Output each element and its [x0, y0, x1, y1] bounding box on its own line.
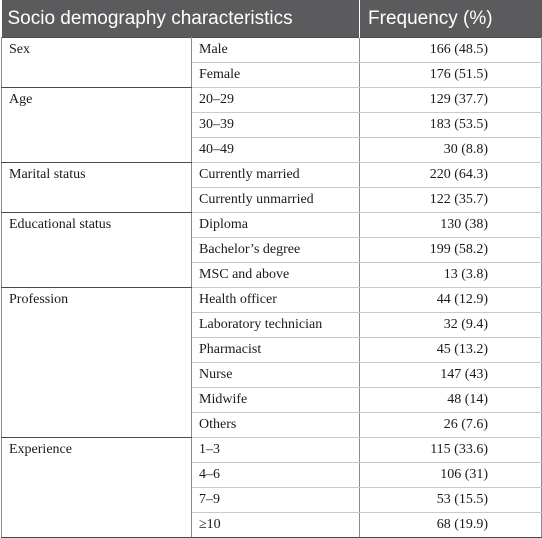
frequency-cell: 13 (3.8)	[359, 262, 542, 288]
header-frequency: Frequency (%)	[359, 0, 542, 38]
subcategory-cell: Laboratory technician	[190, 312, 361, 338]
category-cell: Educational status	[1, 212, 192, 288]
subcategory-cell: Currently unmarried	[190, 187, 361, 213]
subcategory-cell: MSC and above	[190, 262, 361, 288]
subcategory-cell: Midwife	[190, 387, 361, 413]
table-row: Age 20–29 129 (37.7)	[1, 87, 542, 163]
frequency-cell: 220 (64.3)	[359, 162, 542, 188]
subcategory-cell: Female	[190, 62, 361, 88]
table-row: Profession Health officer 44 (12.9)	[1, 287, 542, 438]
frequency-cell: 130 (38)	[359, 212, 542, 238]
table-row: Female 176 (51.5)	[2, 62, 542, 88]
table-body: Sex Male 166 (48.5) Female 176 (51.5) Age 20–2…	[1, 37, 542, 538]
table-row: 4–6 106 (31)	[2, 462, 542, 488]
frequency-cell: 122 (35.7)	[359, 187, 542, 213]
header-row: Socio demography characteristics Frequen…	[1, 0, 542, 38]
frequency-cell: 166 (48.5)	[359, 37, 542, 63]
subcategory-cell: 7–9	[190, 487, 361, 513]
frequency-cell: 147 (43)	[359, 362, 542, 388]
frequency-cell: 176 (51.5)	[359, 62, 542, 88]
subcategory-cell: 30–39	[190, 112, 361, 138]
frequency-cell: 115 (33.6)	[359, 437, 542, 463]
table-header: Socio demography characteristics Frequen…	[1, 0, 542, 38]
frequency-cell: 183 (53.5)	[359, 112, 542, 138]
table-row: Marital status Currently married 220 (64.3…	[1, 162, 542, 213]
subcategory-cell: 20–29	[190, 87, 361, 113]
header-characteristics: Socio demography characteristics	[1, 0, 361, 38]
table-row: Educational status Diploma 130 (38)	[1, 212, 542, 288]
frequency-cell: 44 (12.9)	[359, 287, 542, 313]
table-row: Sex Male 166 (48.5)	[1, 37, 542, 88]
subcategory-cell: 40–49	[190, 137, 361, 163]
table-row: MSC and above 13 (3.8)	[2, 262, 542, 288]
table-row: Laboratory technician 32 (9.4)	[2, 312, 542, 338]
frequency-cell: 106 (31)	[359, 462, 542, 488]
subcategory-cell: 4–6	[190, 462, 361, 488]
table-row: Pharmacist 45 (13.2)	[2, 337, 542, 363]
frequency-cell: 30 (8.8)	[359, 137, 542, 163]
subcategory-cell: ≥10	[190, 512, 361, 538]
subcategory-cell: 1–3	[190, 437, 361, 463]
subcategory-cell: Health officer	[190, 287, 361, 313]
frequency-cell: 68 (19.9)	[359, 512, 542, 538]
category-cell: Sex	[1, 37, 192, 88]
table-row: 30–39 183 (53.5)	[2, 112, 542, 138]
subcategory-cell: Diploma	[190, 212, 361, 238]
table-row: Currently unmarried 122 (35.7)	[2, 187, 542, 213]
category-cell: Age	[1, 87, 192, 163]
frequency-cell: 53 (15.5)	[359, 487, 542, 513]
frequency-cell: 32 (9.4)	[359, 312, 542, 338]
category-cell: Experience	[1, 437, 192, 538]
frequency-cell: 129 (37.7)	[359, 87, 542, 113]
category-cell: Marital status	[1, 162, 192, 213]
table-row: Bachelor’s degree 199 (58.2)	[2, 237, 542, 263]
frequency-cell: 199 (58.2)	[359, 237, 542, 263]
subcategory-cell: Male	[190, 37, 361, 63]
table-row: Nurse 147 (43)	[2, 362, 542, 388]
table-row: Midwife 48 (14)	[2, 387, 542, 413]
subcategory-cell: Currently married	[190, 162, 361, 188]
frequency-cell: 26 (7.6)	[359, 412, 542, 438]
subcategory-cell: Bachelor’s degree	[190, 237, 361, 263]
category-cell: Profession	[1, 287, 192, 438]
frequency-cell: 48 (14)	[359, 387, 542, 413]
frequency-cell: 45 (13.2)	[359, 337, 542, 363]
subcategory-cell: Nurse	[190, 362, 361, 388]
table-row: 7–9 53 (15.5)	[2, 487, 542, 513]
subcategory-cell: Pharmacist	[190, 337, 361, 363]
table-row: Experience 1–3 115 (33.6)	[1, 437, 542, 538]
subcategory-cell: Others	[190, 412, 361, 438]
